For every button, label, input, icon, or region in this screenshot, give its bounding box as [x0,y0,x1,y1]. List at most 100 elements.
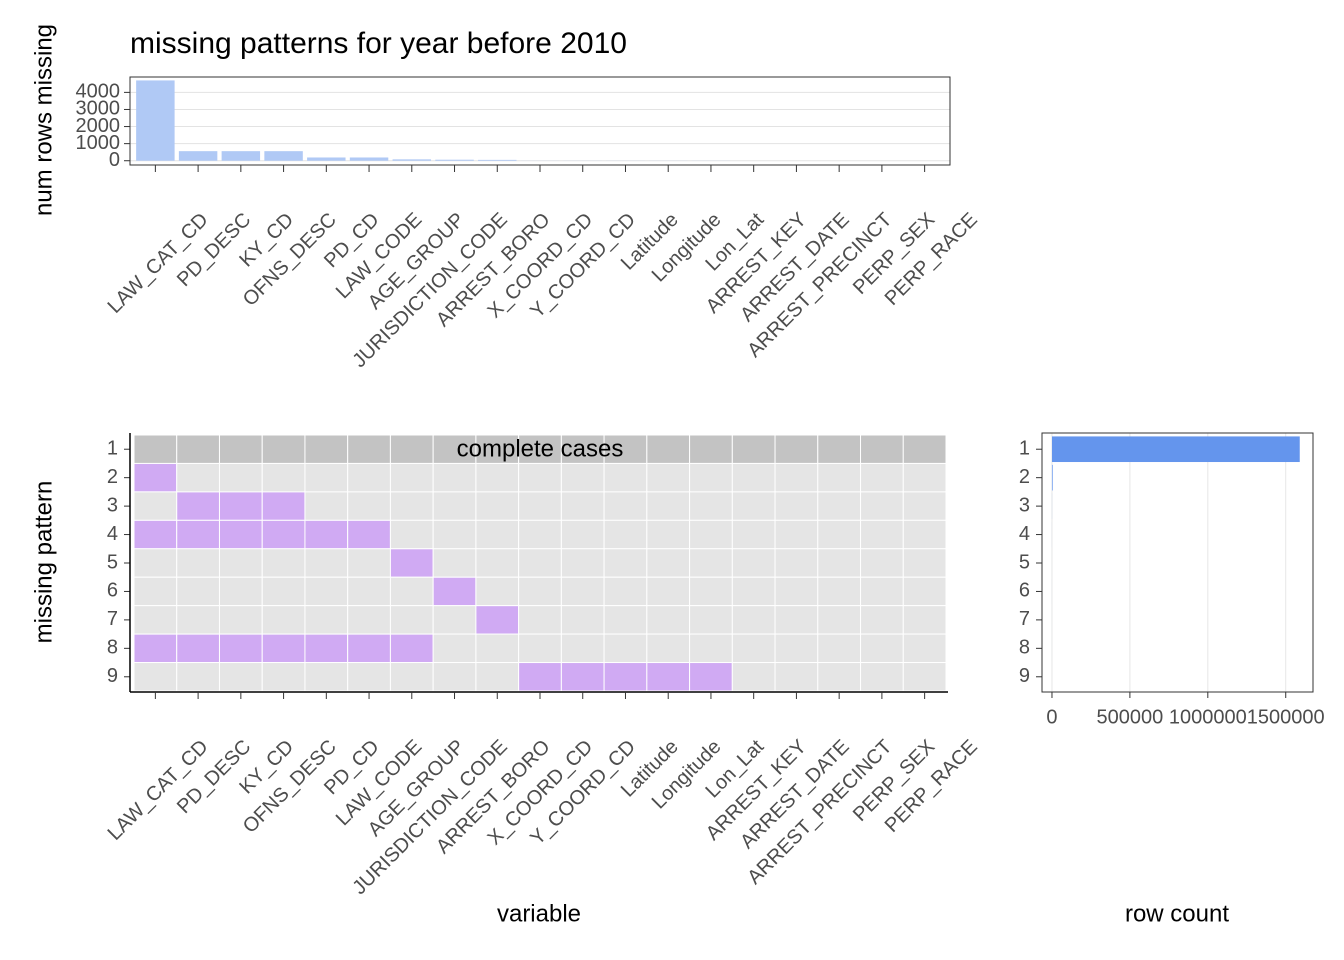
tile [347,462,391,493]
tile [432,462,477,493]
tile [518,434,562,464]
x-tick-label: 1500000 [1247,706,1325,728]
tile [560,576,605,607]
tile [603,605,648,635]
y-tick-label: 7 [1019,608,1030,630]
tile [774,434,819,464]
tile [304,633,349,664]
y-tick-label: 6 [1019,580,1030,602]
tile [817,662,862,692]
tile [347,491,391,521]
tile [902,548,947,578]
y-tick-label: 1 [1019,438,1030,460]
tile [860,462,904,493]
tile [646,633,691,664]
tile [817,605,862,635]
tile [518,662,562,692]
tile [603,548,648,578]
tile [646,548,691,578]
tile [603,576,648,607]
tile [860,662,904,692]
tile [304,491,349,521]
tile [518,576,562,607]
tile [261,462,306,493]
x-tick-label: 1000000 [1169,706,1247,728]
tile [218,576,263,607]
bar [264,151,303,161]
tile [774,519,819,550]
tile [389,633,434,664]
tile [860,548,904,578]
tile [731,576,776,607]
tile [133,491,178,521]
tile [176,605,220,635]
y-tick-label: 4 [107,523,118,545]
tile [603,633,648,664]
tile [389,662,434,692]
tile [646,491,691,521]
tile [389,605,434,635]
tile [902,462,947,493]
tile [304,605,349,635]
tile [603,662,648,692]
tile [646,462,691,493]
tile [347,548,391,578]
tile [603,491,648,521]
tile [347,576,391,607]
tile [133,519,178,550]
tile [902,576,947,607]
x-axis-label: variable [497,900,581,927]
x-tick-label: 0 [1046,706,1057,728]
tile [133,576,178,607]
tile [731,633,776,664]
tile [389,434,434,464]
tile [560,605,605,635]
tile [432,548,477,578]
tile [731,548,776,578]
tile [731,462,776,493]
tile [646,434,691,464]
chart-title: missing patterns for year before 2010 [130,27,627,60]
tile [176,662,220,692]
y-tick-label: 9 [107,665,118,687]
tile [133,462,178,493]
tile [347,605,391,635]
tile [304,548,349,578]
tile [902,662,947,692]
tile [432,633,477,664]
tile [860,576,904,607]
tile [689,519,733,550]
tile [475,462,520,493]
tile [902,605,947,635]
tile [774,662,819,692]
tile [560,662,605,692]
tile [689,462,733,493]
y-tick-label: 0 [109,149,120,171]
y-tick-label: 4000 [76,81,121,103]
tile [646,576,691,607]
tile [304,462,349,493]
bar [478,159,517,161]
bar [136,80,175,161]
tile [176,519,220,550]
tile [689,491,733,521]
bar [307,157,346,161]
tile [774,633,819,664]
tile [518,605,562,635]
tile [218,434,263,464]
bar [178,151,218,161]
tile [218,462,263,493]
tile [133,434,178,464]
bar [1051,464,1053,491]
y-axis-label: missing pattern [30,481,57,644]
tile [560,491,605,521]
tile [261,434,306,464]
tile [646,662,691,692]
tile [817,434,862,464]
tile [389,462,434,493]
tile [860,519,904,550]
y-tick-label: 1 [107,438,118,460]
tile [475,662,520,692]
tile [731,491,776,521]
tile [817,462,862,493]
